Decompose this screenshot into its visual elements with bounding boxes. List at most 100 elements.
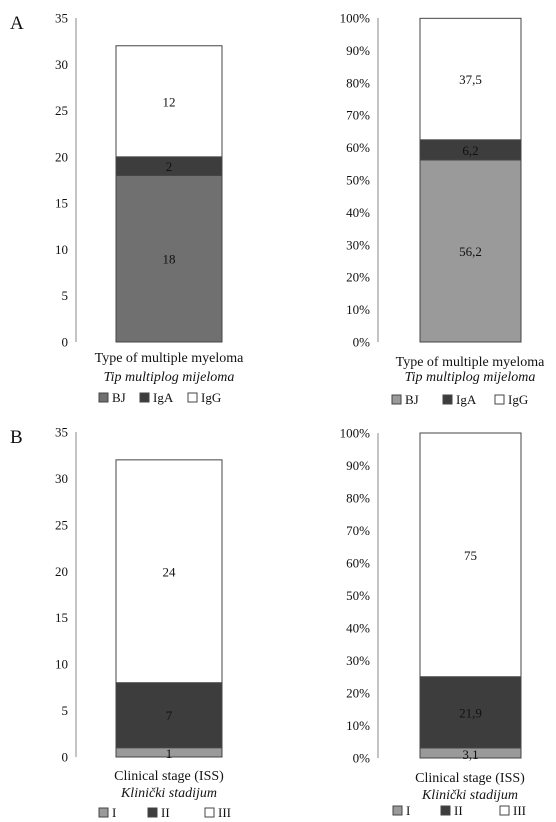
- legend-label-i: I: [406, 803, 410, 818]
- y-tick-label: 35: [55, 11, 68, 26]
- y-tick-label: 20: [55, 564, 68, 579]
- data-label-igg: 37,5: [459, 72, 482, 87]
- y-tick-label: 30: [55, 471, 68, 486]
- y-tick-label: 10%: [346, 718, 370, 733]
- data-label-ii: 21,9: [459, 705, 482, 720]
- legend-swatch-iii: [499, 805, 510, 816]
- y-tick-label: 70%: [346, 108, 370, 123]
- y-tick-label: 90%: [346, 43, 370, 58]
- x-axis-label-secondary: Klinički stadijum: [421, 788, 518, 803]
- legend-swatch-iga: [139, 392, 150, 403]
- data-label-i: 3,1: [462, 747, 478, 762]
- bar-segment-iii: [419, 432, 522, 678]
- data-label-igg: 12: [163, 94, 176, 109]
- y-tick-label: 10: [55, 657, 68, 672]
- legend-label-iga: IgA: [153, 390, 174, 405]
- bar-segment-ii: [419, 676, 522, 749]
- y-tick-label: 15: [55, 610, 68, 625]
- data-label-iga: 2: [166, 159, 173, 174]
- legend-swatch-igg: [494, 394, 505, 405]
- chart-1: 0 5 10 15 20 25 30 35 18 2 12 Type of multiple myel…: [55, 11, 244, 406]
- legend-swatch-igg: [187, 392, 198, 403]
- legend-label-igg: IgG: [201, 390, 221, 405]
- legend-label-ii: II: [454, 803, 463, 818]
- y-tick-label: 0: [62, 750, 69, 765]
- y-tick-label: 80%: [346, 491, 370, 506]
- legend-swatch-bj: [98, 392, 109, 403]
- y-tick-label: 5: [62, 288, 69, 303]
- y-tick-label: 0: [62, 335, 69, 350]
- y-tick-label: 0%: [353, 751, 371, 766]
- legend-label-iii: III: [513, 803, 526, 818]
- y-tick-label: 60%: [346, 140, 370, 155]
- y-tick-label: 100%: [340, 426, 371, 441]
- legend-swatch-iii: [204, 807, 215, 818]
- legend-swatch-bj: [391, 394, 402, 405]
- bar-segment-bj: [115, 174, 223, 343]
- chart-4: 0% 10% 20% 30% 40% 50% 60% 70% 80% 90% 100% 3,1 21,9…: [340, 426, 526, 819]
- x-axis-label: Type of multiple myeloma: [396, 355, 545, 370]
- legend: I II III: [392, 803, 526, 818]
- y-tick-label: 70%: [346, 523, 370, 538]
- legend-label-iii: III: [218, 805, 231, 820]
- y-tick-label: 60%: [346, 556, 370, 571]
- y-tick-label: 90%: [346, 458, 370, 473]
- legend-label-ii: II: [161, 805, 170, 820]
- y-tick-label: 50%: [346, 588, 370, 603]
- legend-swatch-iga: [442, 394, 453, 405]
- bar-segment-igg: [115, 45, 223, 158]
- legend: BJ IgA IgG: [391, 392, 528, 407]
- y-tick-label: 10%: [346, 302, 370, 317]
- legend-label-igg: IgG: [508, 392, 528, 407]
- legend-label-iga: IgA: [456, 392, 477, 407]
- y-tick-label: 30%: [346, 237, 370, 252]
- x-axis-label: Clinical stage (ISS): [415, 771, 525, 786]
- y-tick-label: 20%: [346, 686, 370, 701]
- y-tick-label: 25: [55, 517, 68, 532]
- y-tick-label: 40%: [346, 205, 370, 220]
- x-axis-label-secondary: Tip multiplog mijeloma: [405, 370, 536, 385]
- panel-letter-a: A: [10, 13, 24, 34]
- x-axis-label: Clinical stage (ISS): [114, 769, 224, 784]
- chart-2: 0% 10% 20% 30% 40% 50% 60% 70% 80% 90% 100% 56,2 6,2…: [340, 11, 545, 408]
- bar-segment-igg: [419, 17, 522, 141]
- legend: I II III: [98, 805, 231, 820]
- legend-swatch-i: [392, 805, 403, 816]
- y-tick-label: 10: [55, 242, 68, 257]
- y-tick-label: 20%: [346, 270, 370, 285]
- y-tick-label: 30%: [346, 653, 370, 668]
- legend-swatch-ii: [147, 807, 158, 818]
- bar-segment-ii: [115, 682, 223, 749]
- y-tick-label: 80%: [346, 75, 370, 90]
- data-label-i: 1: [166, 746, 173, 761]
- panel-letter-b: B: [10, 427, 23, 448]
- data-label-iga: 6,2: [462, 143, 478, 158]
- data-label-bj: 56,2: [459, 244, 482, 259]
- legend-label-bj: BJ: [405, 392, 419, 407]
- data-label-iii: 75: [464, 548, 477, 563]
- legend: BJ IgA IgG: [98, 390, 221, 405]
- data-label-bj: 18: [163, 252, 176, 267]
- y-tick-label: 0%: [353, 335, 371, 350]
- x-axis-label-secondary: Tip multiplog mijeloma: [104, 370, 235, 385]
- data-label-iii: 24: [163, 564, 177, 579]
- y-tick-label: 20: [55, 149, 68, 164]
- legend-swatch-i: [98, 807, 109, 818]
- y-tick-label: 35: [55, 425, 68, 440]
- legend-label-bj: BJ: [112, 390, 126, 405]
- y-tick-label: 25: [55, 103, 68, 118]
- y-tick-label: 40%: [346, 621, 370, 636]
- y-tick-label: 15: [55, 196, 68, 211]
- bar-segment-iii: [115, 459, 223, 684]
- chart-3: 0 5 10 15 20 25 30 35 1 7 24 Clinical stage (ISS) Kl…: [55, 425, 231, 821]
- x-axis-label-secondary: Klinički stadijum: [120, 786, 217, 801]
- y-tick-label: 50%: [346, 173, 370, 188]
- x-axis-label: Type of multiple myeloma: [95, 351, 244, 366]
- y-tick-label: 5: [62, 703, 69, 718]
- legend-label-i: I: [112, 805, 116, 820]
- y-tick-label: 30: [55, 57, 68, 72]
- data-label-ii: 7: [166, 708, 173, 723]
- y-tick-label: 100%: [340, 11, 371, 26]
- legend-swatch-ii: [440, 805, 451, 816]
